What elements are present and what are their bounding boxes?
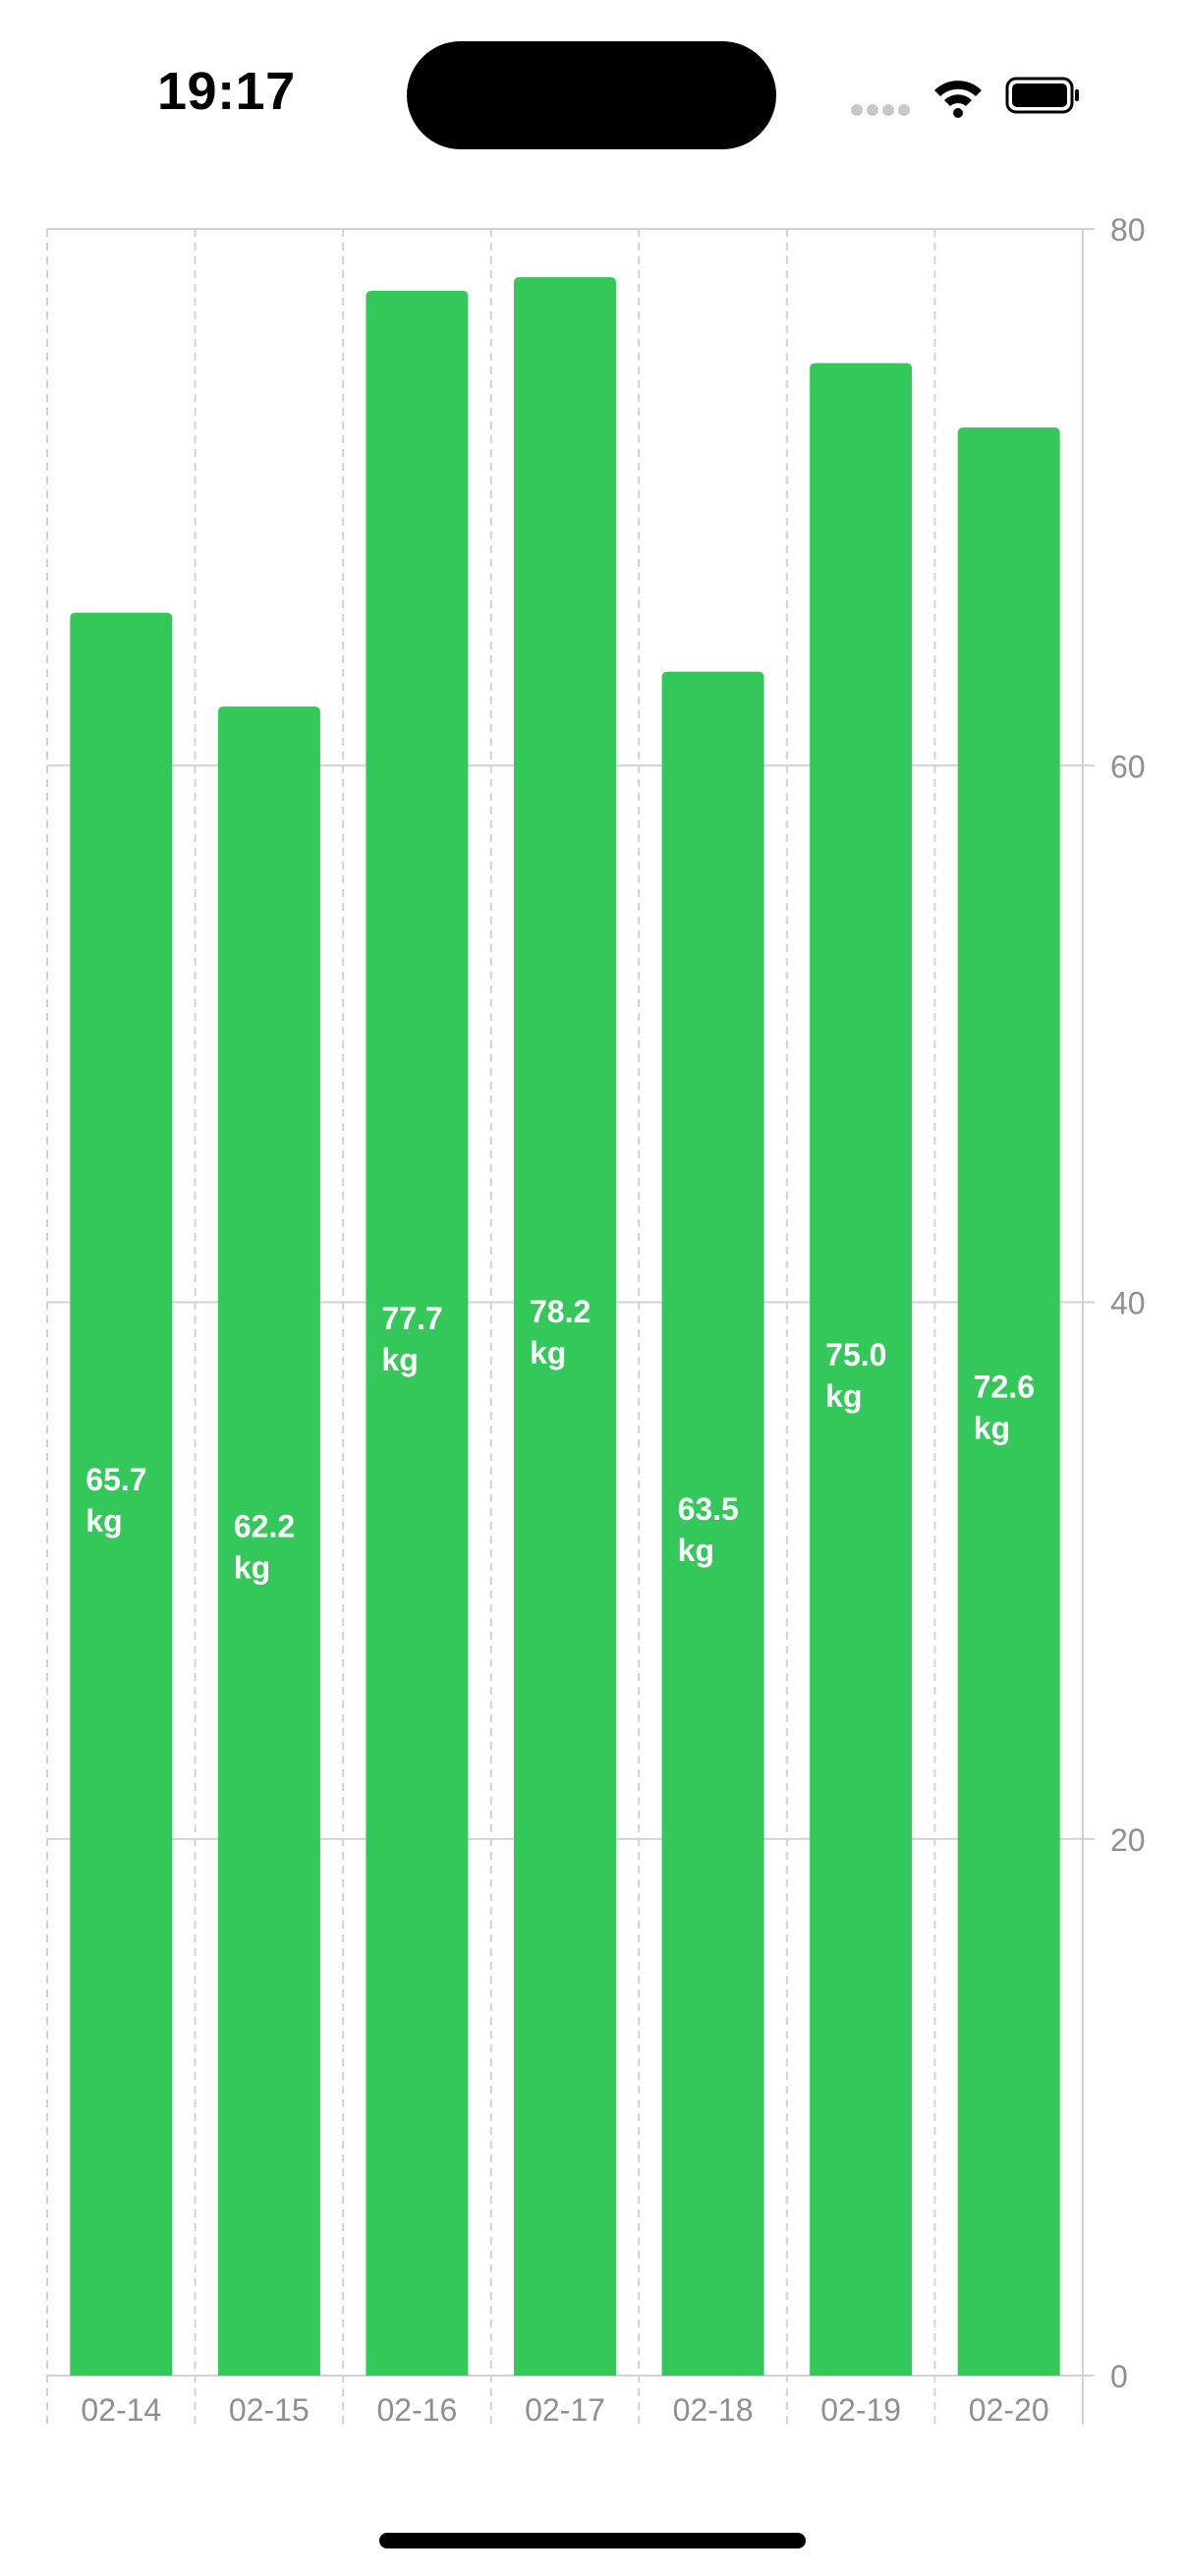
status-time: 19:17 [157,62,296,121]
value-label: 77.7 [381,1301,442,1336]
bar-02-14 [70,612,173,2376]
value-unit-label: kg [974,1411,1010,1446]
value-unit-label: kg [530,1335,566,1371]
value-label: 78.2 [530,1294,591,1329]
bar-02-15 [217,706,320,2376]
value-label: 75.0 [825,1337,886,1372]
value-unit-label: kg [234,1550,270,1586]
value-unit-label: kg [381,1342,418,1377]
value-label: 65.7 [85,1462,146,1497]
battery-icon [1005,77,1079,114]
value-label: 72.6 [974,1370,1035,1405]
bar-02-16 [366,290,469,2376]
status-bar: 19:17 [0,0,1185,187]
bar-02-19 [810,363,913,2376]
y-tick-label: 20 [1110,1822,1146,1858]
x-tick-label: 02-14 [81,2392,161,2428]
x-tick-label: 02-15 [229,2392,310,2428]
value-unit-label: kg [825,1378,862,1414]
value-label: 62.2 [234,1509,295,1544]
dynamic-island [407,41,776,149]
wifi-icon [934,81,982,118]
value-label: 63.5 [678,1491,739,1527]
status-icons [851,77,1079,118]
bar-02-20 [957,427,1060,2376]
y-tick-label: 60 [1110,749,1146,784]
x-tick-label: 02-18 [673,2392,754,2428]
bars-layer [70,277,1060,2376]
x-tick-label: 02-16 [377,2392,458,2428]
y-tick-label: 0 [1110,2359,1128,2394]
labels-layer: 65.7 kg 62.2 kg 77.7 kg 78.2 kg 63.5 kg 75.0 kg 72.6… [85,1294,1035,1586]
bar-02-18 [661,671,764,2376]
x-tick-label: 02-17 [525,2392,605,2428]
value-unit-label: kg [85,1503,122,1539]
y-tick-label: 80 [1110,212,1146,248]
bar-chart: 65.7 kg 62.2 kg 77.7 kg 78.2 kg 63.5 kg 75.0 kg 72.6… [46,212,1146,2428]
axis-layer: 0 20 40 60 80 02-14 02-15 02-16 02-17 02-18 02-19 0… [81,212,1145,2428]
y-tick-label: 40 [1110,1286,1146,1321]
x-tick-label: 02-20 [969,2392,1049,2428]
x-tick-label: 02-19 [820,2392,901,2428]
home-indicator [379,2533,806,2548]
cellular-signal-icon [851,104,910,116]
value-unit-label: kg [678,1533,714,1568]
bar-02-17 [514,277,616,2376]
